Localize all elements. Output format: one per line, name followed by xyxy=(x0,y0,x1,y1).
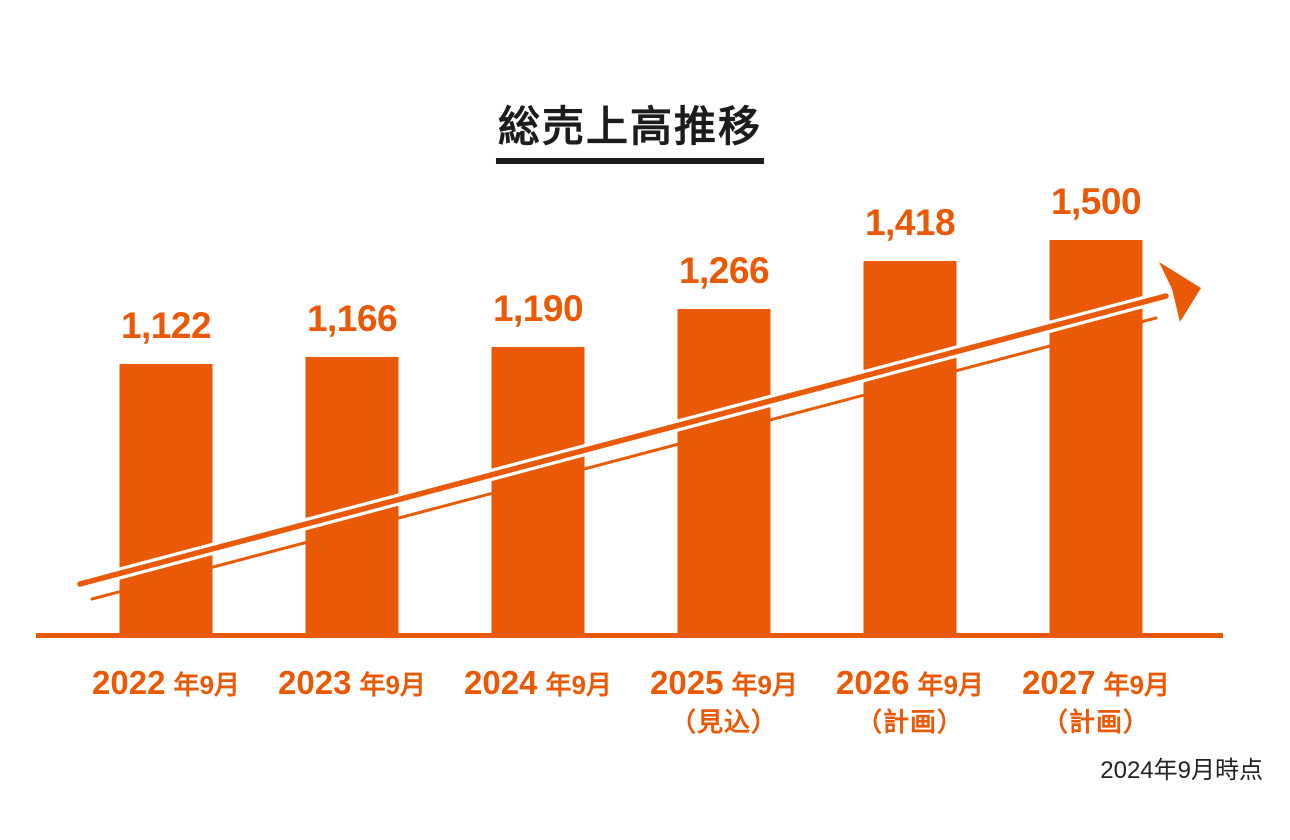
x-axis-label-line1: 2026 年9月 xyxy=(836,664,984,701)
x-axis-label-line1: 2022 年9月 xyxy=(92,664,240,701)
x-axis-label-2023: 2023 年9月 xyxy=(278,664,426,704)
x-axis-label-qualifier: （計画） xyxy=(1041,707,1151,737)
x-axis-label-2026: 2026 年9月 （計画） xyxy=(836,664,984,740)
chart-title: 総売上高推移 xyxy=(495,103,765,165)
trend-arrow-thin-line xyxy=(90,316,1158,601)
bar-value-label: 1,418 xyxy=(864,202,956,243)
bar-value-label: 1,190 xyxy=(492,288,584,329)
x-axis-label-qualifier: （計画） xyxy=(855,707,965,737)
x-axis-label-line1: 2023 年9月 xyxy=(278,664,426,701)
bar-rect-2025 xyxy=(677,309,771,637)
x-axis-label-line1: 2025 年9月 xyxy=(650,664,798,701)
footnote-as-of-date: 2024年9月時点 xyxy=(1100,757,1263,784)
bar-rect-2027 xyxy=(1049,240,1143,637)
x-axis-label-2022: 2022 年9月 xyxy=(92,664,240,704)
bar-rect-2022 xyxy=(119,364,213,637)
x-axis-label-2025: 2025 年9月 （見込） xyxy=(650,664,798,740)
bar-rect-2023 xyxy=(305,357,399,637)
bar-rect-2024 xyxy=(491,347,585,637)
trend-arrow-white-casing xyxy=(74,290,1172,590)
bar-value-label: 1,266 xyxy=(678,250,770,291)
x-axis-line xyxy=(36,633,1223,638)
x-axis-label-qualifier: （見込） xyxy=(669,707,779,737)
bar-value-label: 1,122 xyxy=(120,305,212,346)
x-axis-label-2024: 2024 年9月 xyxy=(464,664,612,704)
x-axis-label-line1: 2027 年9月 xyxy=(1022,664,1170,701)
bar-value-label: 1,500 xyxy=(1050,181,1142,222)
x-axis-label-2027: 2027 年9月 （計画） xyxy=(1022,664,1170,740)
bar-rect-2026 xyxy=(863,261,957,637)
trend-arrow-head xyxy=(1159,262,1201,322)
bar-value-label: 1,166 xyxy=(306,298,398,339)
x-axis-label-line1: 2024 年9月 xyxy=(464,664,612,701)
trend-arrow-main-line xyxy=(77,293,1169,587)
